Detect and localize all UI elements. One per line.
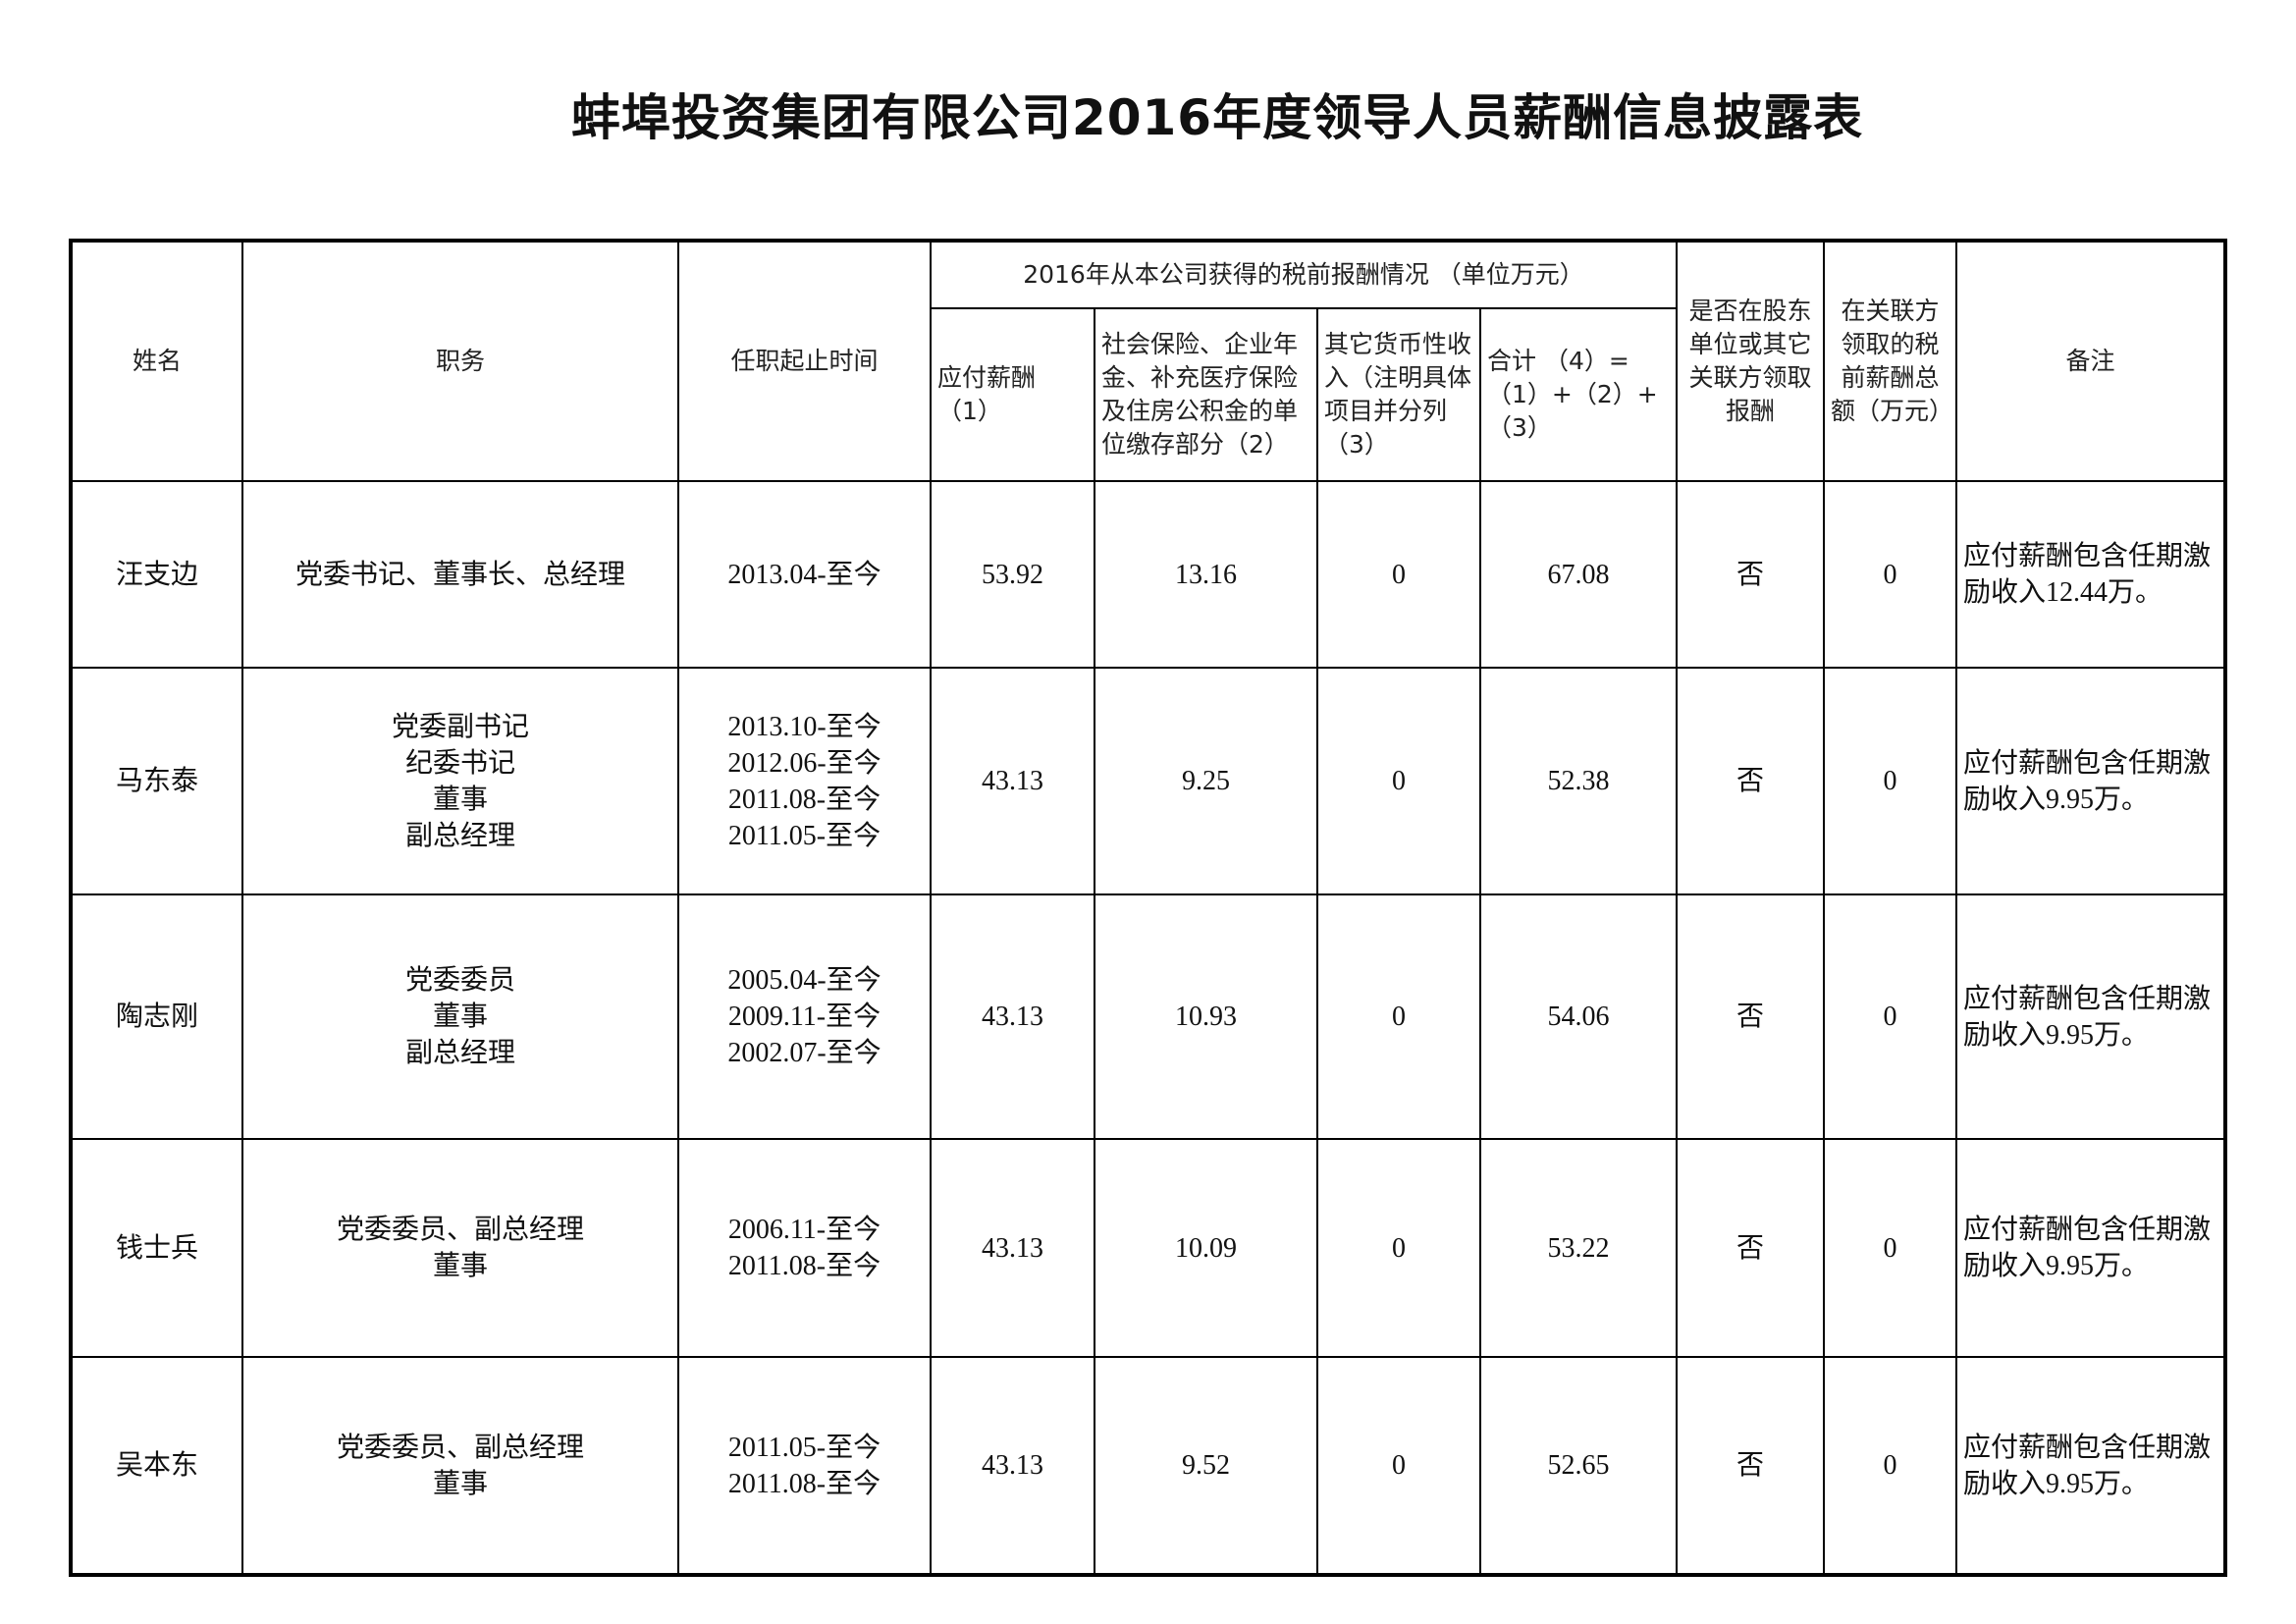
cell-name: 钱士兵 [70,1138,243,1358]
salary-disclosure-table: 姓名 职务 任职起止时间 2016年从本公司获得的税前报酬情况 （单位万元） 是… [69,239,2228,1577]
cell-positions: 党委副书记纪委书记董事副总经理 [241,667,679,895]
header-name: 姓名 [70,240,243,482]
cell-related-amount: 0 [1823,1356,1958,1576]
position-line: 党委委员、副总经理 [336,1432,584,1463]
cell-remark: 应付薪酬包含任期激励收入9.95万。 [1955,893,2227,1140]
cell-other-income: 0 [1316,667,1481,895]
position-line: 董事 [432,1001,488,1032]
cell-tenures: 2005.04-至今 2009.11-至今 2002.07-至今 [677,893,932,1140]
header-insurance: 社会保险、企业年金、补充医疗保险及住房公积金的单位缴存部分（2） [1094,307,1318,482]
position-line: 董事 [432,1468,488,1499]
tenure-line: 2013.04-至今 [727,559,881,590]
cell-name: 吴本东 [70,1356,243,1576]
position-line: 纪委书记 [404,747,515,779]
cell-related-party: 否 [1676,893,1826,1140]
cell-salary: 43.13 [930,667,1095,895]
cell-related-party: 否 [1676,1138,1826,1358]
cell-tenures: 2013.04-至今 [677,480,932,669]
position-line: 党委副书记 [391,711,529,742]
table-row: 马东泰 党委副书记 纪委书记 董事 副总经理 2013.10-至今 2012.06-至今 20… [70,667,2227,895]
position-line: 副总经理 [404,1038,515,1068]
cell-insurance: 9.52 [1094,1356,1318,1576]
cell-name: 马东泰 [70,667,243,895]
table-row: 吴本东 党委委员、副总经理 董事 2011.05-至今 2011.08-至今 43.13 9… [70,1356,2227,1576]
cell-remark: 应付薪酬包含任期激励收入9.95万。 [1955,1138,2227,1358]
header-position: 职务 [241,240,679,482]
header-group-compensation: 2016年从本公司获得的税前报酬情况 （单位万元） [929,240,1679,309]
cell-positions: 党委委员、副总经理 董事 [241,1138,679,1358]
cell-total: 52.65 [1478,1356,1679,1576]
table-row: 陶志刚 党委委员 董事 副总经理 2005.04-至今 2009.11-至今 2002.07… [70,893,2227,1140]
tenure-line: 2011.08-至今 [727,1251,881,1281]
cell-salary: 43.13 [930,893,1095,1140]
header-tenure: 任职起止时间 [677,240,932,482]
cell-insurance: 10.09 [1094,1138,1318,1358]
table-row: 汪支边 党委书记、董事长、总经理 2013.04-至今 53.92 13.16 0 67.0… [70,480,2227,669]
position-line: 副总经理 [404,820,515,851]
tenure-line: 2013.10-至今 [727,711,881,742]
cell-other-income: 0 [1316,480,1481,669]
cell-salary: 43.13 [930,1356,1095,1576]
tenure-line: 2006.11-至今 [727,1215,881,1245]
header-related-party: 是否在股东单位或其它关联方领取报酬 [1676,240,1826,482]
table-row: 钱士兵 党委委员、副总经理 董事 2006.11-至今 2011.08-至今 43.13 1… [70,1138,2227,1358]
cell-tenures: 2013.10-至今 2012.06-至今 2011.08-至今 2011.05-至今 [677,667,932,895]
cell-other-income: 0 [1316,1138,1481,1358]
cell-related-amount: 0 [1823,1138,1958,1358]
position-line: 党委委员 [404,965,515,996]
cell-related-party: 否 [1676,480,1826,669]
cell-other-income: 0 [1316,1356,1481,1576]
position-line: 董事 [432,1251,488,1281]
header-other-income: 其它货币性收入（注明具体项目并分列（3） [1316,307,1481,482]
cell-related-party: 否 [1676,667,1826,895]
cell-tenures: 2006.11-至今 2011.08-至今 [677,1138,932,1358]
header-total: 合计 （4）=（1）+（2）+（3） [1478,307,1679,482]
tenure-line: 2005.04-至今 [727,965,881,996]
cell-salary: 53.92 [930,480,1095,669]
cell-name: 陶志刚 [70,893,243,1140]
cell-name: 汪支边 [70,480,243,669]
cell-related-amount: 0 [1823,480,1958,669]
cell-total: 52.38 [1478,667,1679,895]
tenure-line: 2011.08-至今 [727,784,881,815]
cell-positions: 党委委员、副总经理 董事 [241,1356,679,1576]
cell-insurance: 9.25 [1094,667,1318,895]
cell-related-party: 否 [1676,1356,1826,1576]
tenure-line: 2002.07-至今 [727,1038,881,1068]
header-salary: 应付薪酬（1） [930,307,1095,482]
position-line: 党委书记、董事长、总经理 [294,559,625,590]
tenure-line: 2012.06-至今 [727,747,881,779]
cell-total: 53.22 [1478,1138,1679,1358]
cell-related-amount: 0 [1823,893,1958,1140]
tenure-line: 2011.08-至今 [727,1468,881,1499]
header-remark: 备注 [1955,240,2227,482]
cell-related-amount: 0 [1823,667,1958,895]
cell-other-income: 0 [1316,893,1481,1140]
position-line: 党委委员、副总经理 [336,1215,584,1245]
cell-remark: 应付薪酬包含任期激励收入9.95万。 [1955,667,2227,895]
cell-remark: 应付薪酬包含任期激励收入12.44万。 [1955,480,2227,669]
cell-remark: 应付薪酬包含任期激励收入9.95万。 [1955,1356,2227,1576]
document-title: 蚌埠投资集团有限公司2016年度领导人员薪酬信息披露表 [570,89,1864,146]
cell-salary: 43.13 [930,1138,1095,1358]
tenure-line: 2009.11-至今 [727,1001,881,1032]
tenure-line: 2011.05-至今 [727,1432,881,1463]
cell-positions: 党委书记、董事长、总经理 [241,480,679,669]
cell-total: 54.06 [1478,893,1679,1140]
cell-total: 67.08 [1478,480,1679,669]
cell-positions: 党委委员董事副总经理 [241,893,679,1140]
header-related-amount: 在关联方领取的税前薪酬总额（万元） [1823,240,1958,482]
cell-insurance: 10.93 [1094,893,1318,1140]
cell-insurance: 13.16 [1094,480,1318,669]
position-line: 董事 [432,784,488,815]
tenure-line: 2011.05-至今 [727,820,881,851]
cell-tenures: 2011.05-至今 2011.08-至今 [677,1356,932,1576]
